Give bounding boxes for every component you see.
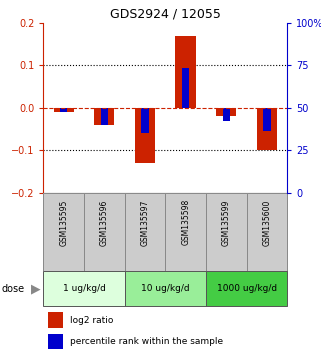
Text: GSM135597: GSM135597 bbox=[141, 199, 150, 246]
Text: GSM135599: GSM135599 bbox=[222, 199, 231, 246]
Title: GDS2924 / 12055: GDS2924 / 12055 bbox=[110, 7, 221, 21]
Bar bbox=[94, 108, 115, 125]
Text: 1 ug/kg/d: 1 ug/kg/d bbox=[63, 284, 105, 293]
Bar bbox=[223, 108, 230, 121]
Text: log2 ratio: log2 ratio bbox=[70, 315, 114, 325]
Bar bbox=[216, 108, 237, 116]
Bar bbox=[54, 108, 74, 112]
Text: GSM135598: GSM135598 bbox=[181, 199, 190, 245]
FancyBboxPatch shape bbox=[43, 271, 125, 306]
Bar bbox=[141, 108, 149, 133]
Text: percentile rank within the sample: percentile rank within the sample bbox=[70, 337, 223, 346]
FancyBboxPatch shape bbox=[43, 193, 84, 271]
Bar bbox=[182, 68, 189, 108]
FancyBboxPatch shape bbox=[84, 193, 125, 271]
Text: GSM135595: GSM135595 bbox=[59, 199, 68, 246]
Text: dose: dose bbox=[2, 284, 25, 293]
Bar bbox=[263, 108, 271, 131]
Text: GSM135596: GSM135596 bbox=[100, 199, 109, 246]
Bar bbox=[176, 36, 196, 108]
Bar bbox=[101, 108, 108, 125]
FancyBboxPatch shape bbox=[48, 334, 63, 349]
Text: GSM135600: GSM135600 bbox=[263, 199, 272, 246]
FancyBboxPatch shape bbox=[165, 193, 206, 271]
Bar bbox=[60, 108, 67, 112]
FancyBboxPatch shape bbox=[125, 271, 206, 306]
Bar bbox=[257, 108, 277, 150]
Text: 10 ug/kg/d: 10 ug/kg/d bbox=[141, 284, 190, 293]
FancyBboxPatch shape bbox=[125, 193, 165, 271]
FancyBboxPatch shape bbox=[206, 193, 247, 271]
FancyBboxPatch shape bbox=[247, 193, 287, 271]
Text: 1000 ug/kg/d: 1000 ug/kg/d bbox=[217, 284, 277, 293]
FancyBboxPatch shape bbox=[206, 271, 287, 306]
Text: ▶: ▶ bbox=[30, 282, 40, 295]
Bar bbox=[135, 108, 155, 163]
FancyBboxPatch shape bbox=[48, 313, 63, 328]
